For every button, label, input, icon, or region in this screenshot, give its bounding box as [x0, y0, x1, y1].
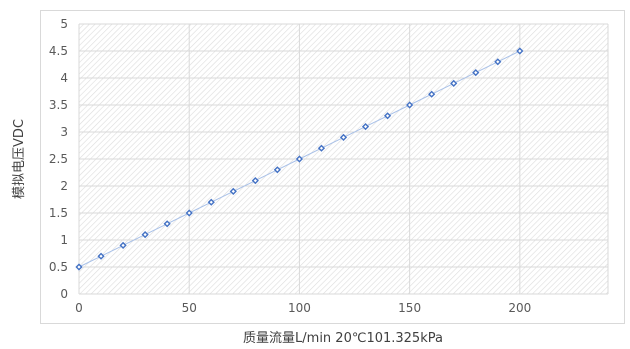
x-tick-label: 150: [398, 301, 421, 315]
y-tick-label: 2.5: [49, 152, 68, 166]
y-tick-label: 3.5: [49, 98, 68, 112]
gridlines: [78, 23, 609, 295]
data-point: [383, 112, 392, 120]
data-point: [97, 252, 105, 260]
data-point: [516, 47, 524, 55]
data-point: [251, 177, 259, 185]
data-point: [207, 198, 215, 206]
x-tick-label: 200: [508, 301, 531, 315]
x-axis-label: 质量流量L/min 20℃101.325kPa: [243, 331, 443, 346]
data-point: [472, 69, 480, 77]
y-tick-label: 0: [60, 287, 68, 301]
x-tick-label: 50: [182, 301, 197, 315]
data-point: [141, 231, 149, 239]
data-series: [75, 47, 524, 271]
y-tick-label: 1: [60, 233, 68, 247]
x-tick-label: 0: [75, 301, 83, 315]
data-point: [119, 241, 127, 249]
y-tick-label: 4: [60, 71, 68, 85]
data-point: [229, 187, 237, 195]
y-tick-label: 1.5: [49, 206, 68, 220]
y-tick-label: 0.5: [49, 260, 68, 274]
data-point: [295, 155, 304, 163]
x-tick-label: 100: [288, 301, 311, 315]
y-tick-label: 2: [60, 179, 68, 193]
data-point: [273, 166, 281, 174]
data-point: [361, 123, 370, 131]
y-tick-label: 4.5: [49, 44, 68, 58]
data-point: [163, 220, 171, 228]
data-point: [428, 90, 436, 98]
tick-labels: 00.511.522.533.544.550 50 100 150 200: [49, 17, 531, 315]
data-point: [339, 133, 348, 141]
data-point: [185, 209, 193, 217]
y-tick-label: 3: [60, 125, 68, 139]
data-point: [494, 58, 502, 66]
data-point: [450, 79, 458, 87]
data-point: [406, 101, 414, 109]
data-point: [317, 144, 326, 152]
data-point: [75, 263, 83, 271]
y-tick-label: 5: [60, 17, 68, 31]
y-axis-label: 模拟电压VDC: [12, 119, 27, 199]
